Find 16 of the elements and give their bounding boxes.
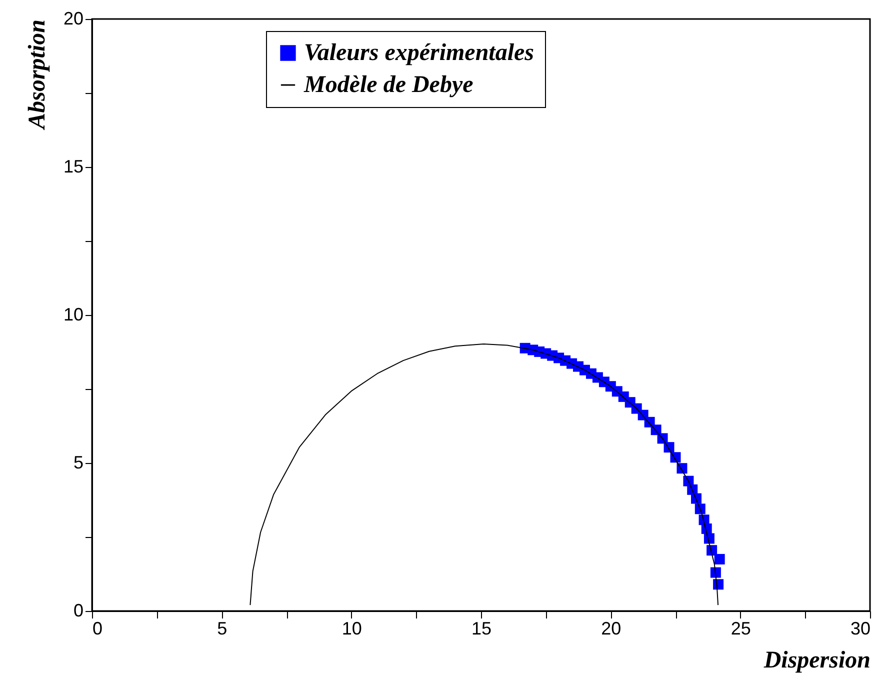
x-tick-label: 10 (342, 618, 362, 638)
x-tick-label: 30 (850, 618, 870, 638)
x-tick-label: 0 (92, 618, 103, 638)
x-axis-title: Dispersion (762, 648, 870, 674)
y-axis-title: Absorption (24, 20, 50, 131)
y-tick-label: 0 (73, 600, 84, 620)
x-tick-label: 25 (730, 618, 751, 638)
y-tick-label: 10 (63, 304, 84, 324)
legend-label: Modèle de Debye (303, 72, 474, 98)
y-tick-label: 15 (63, 156, 84, 176)
x-tick-label: 5 (217, 618, 228, 638)
y-tick-label: 5 (73, 452, 84, 472)
legend-label: Valeurs expérimentales (304, 40, 534, 66)
x-tick-label: 15 (471, 618, 492, 638)
y-tick-label: 20 (63, 8, 84, 28)
x-tick-label: 20 (601, 618, 622, 638)
